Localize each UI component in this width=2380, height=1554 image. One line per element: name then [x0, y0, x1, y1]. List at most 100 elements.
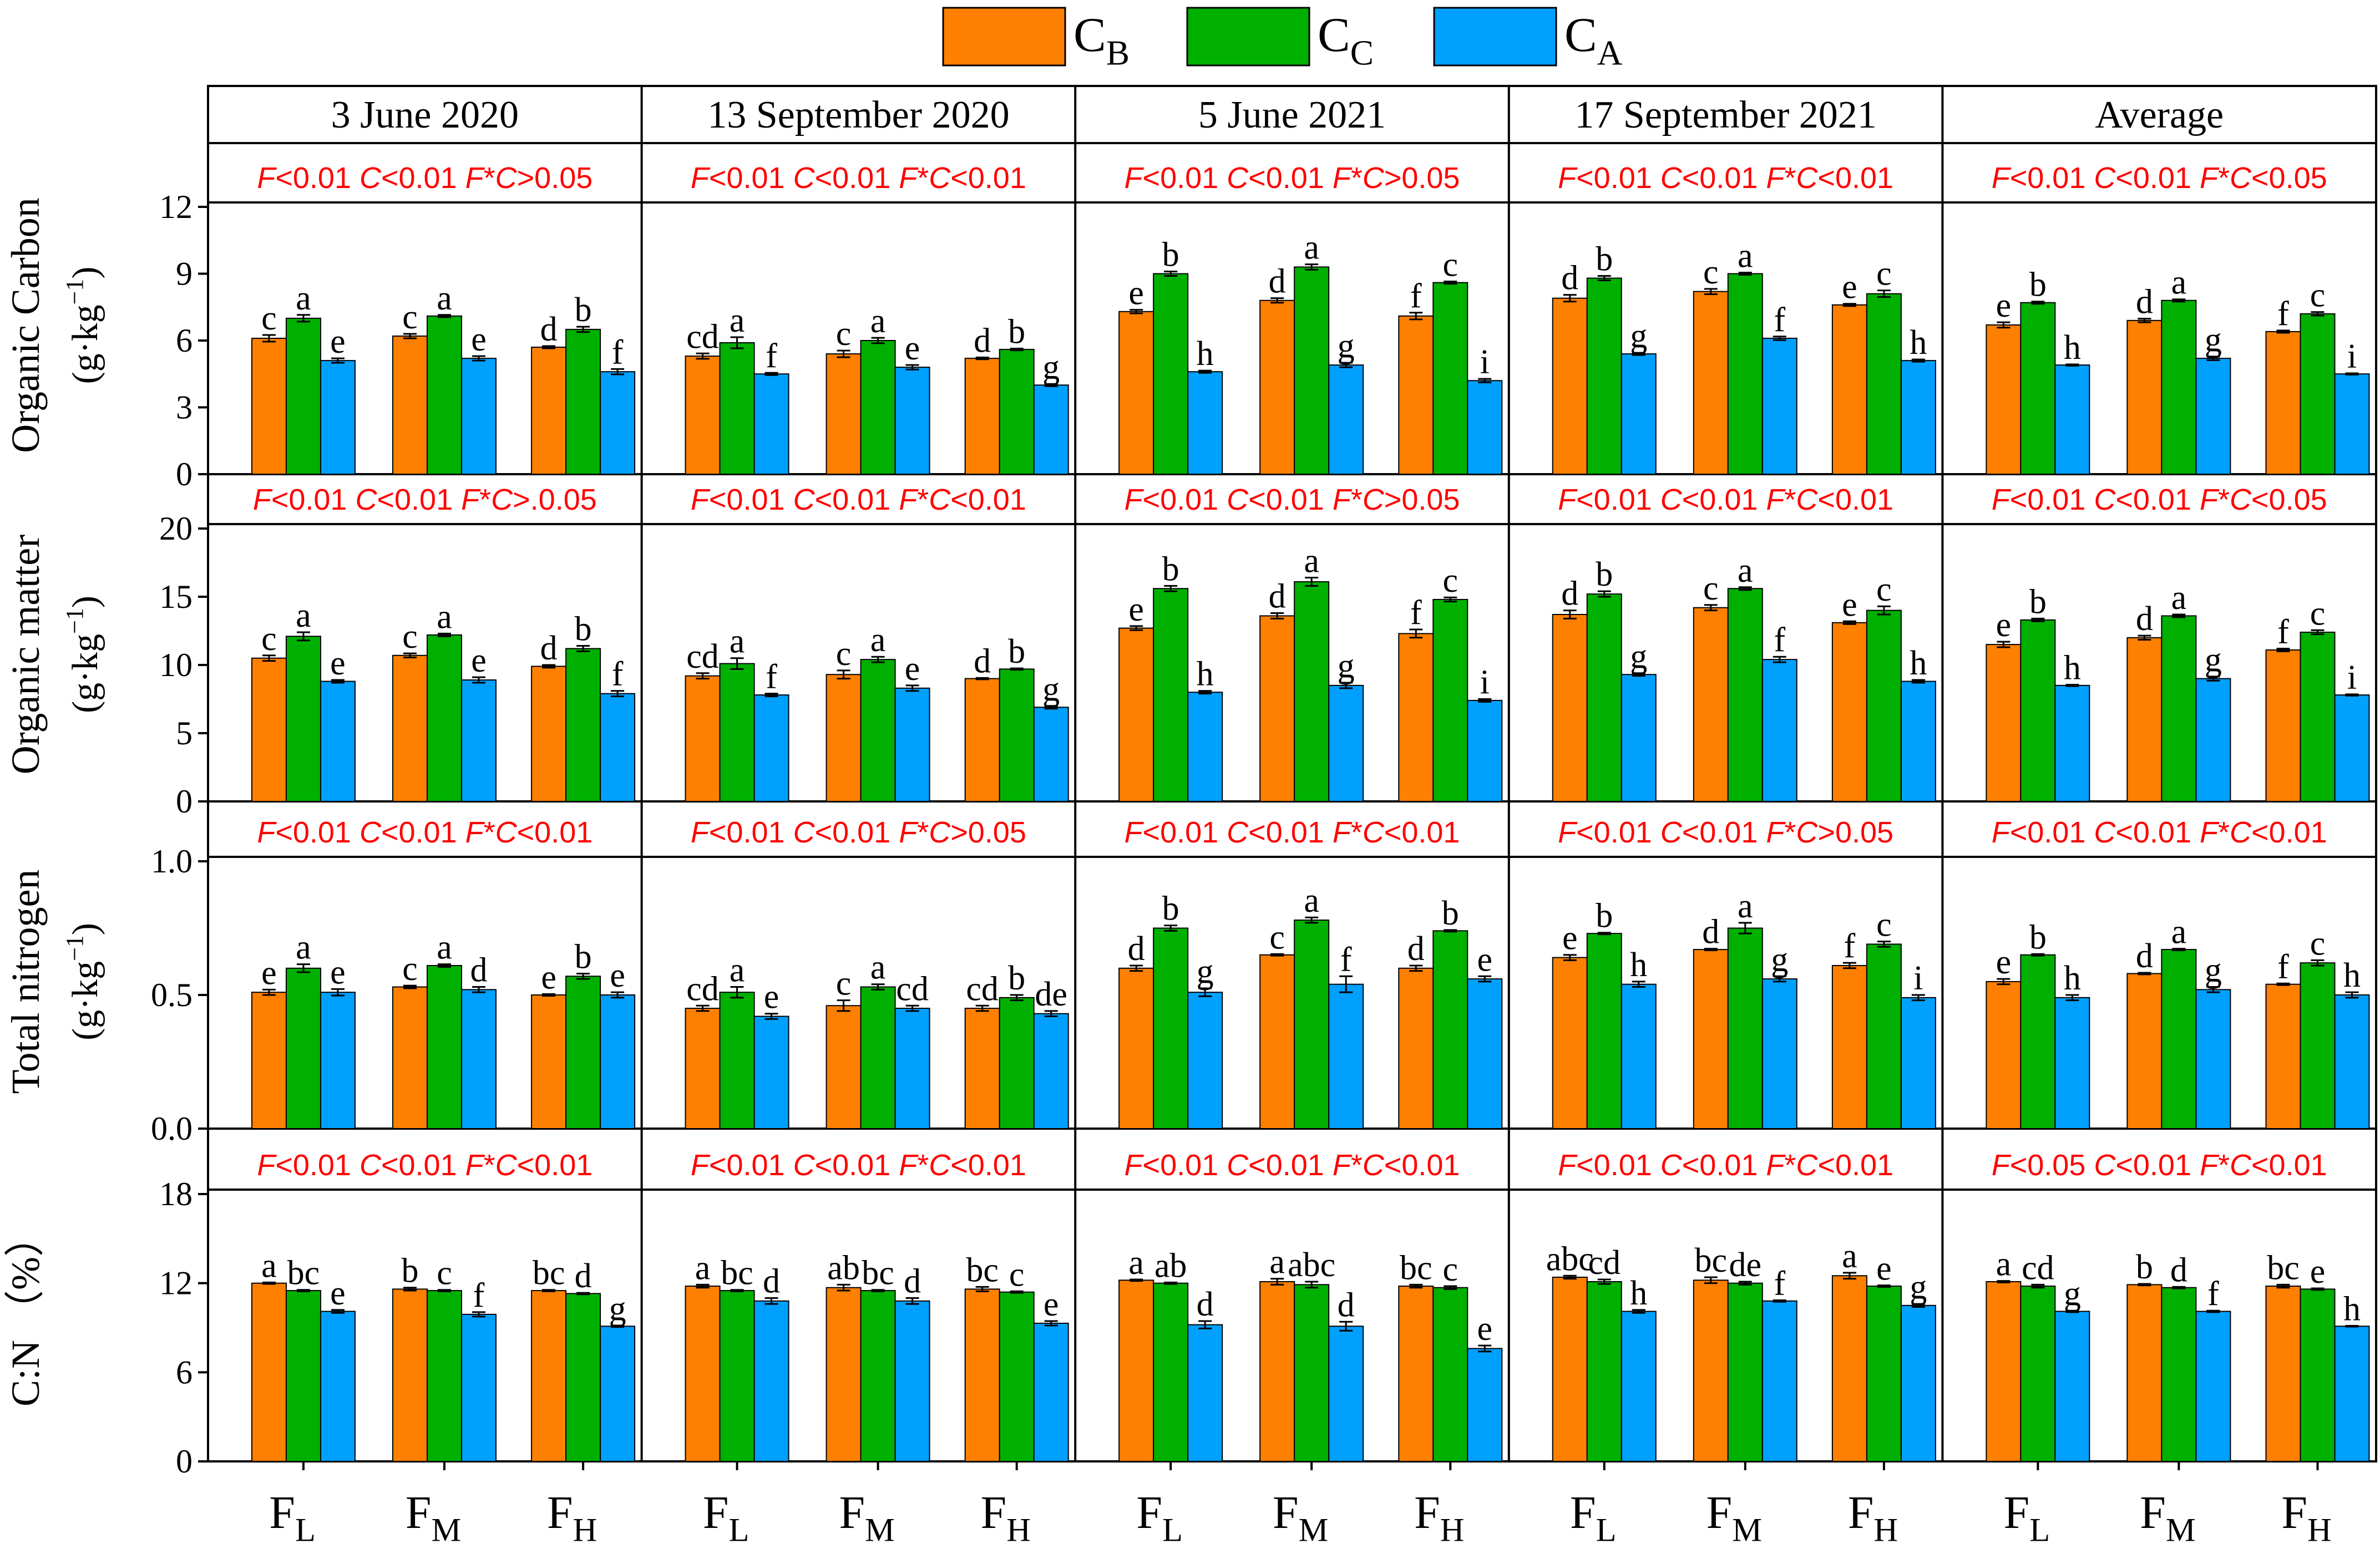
significance-label: c	[402, 950, 418, 988]
significance-label: b	[1442, 895, 1459, 932]
bar-CC	[1432, 598, 1468, 803]
bar-CB	[1831, 1275, 1867, 1462]
bar-CB	[531, 347, 567, 475]
significance-label: bc	[1695, 1242, 1728, 1279]
y-tick-label: 0	[176, 1443, 193, 1480]
significance-label: c	[1443, 1251, 1459, 1288]
significance-label: abc	[1288, 1246, 1335, 1284]
significance-label: ab	[827, 1249, 860, 1287]
y-axis-title: Organic Carbon	[3, 197, 48, 453]
significance-label: c	[1876, 906, 1892, 944]
bar-CA	[460, 679, 497, 803]
bar-CB	[2265, 649, 2301, 802]
y-axis-3: 0.0 0.5 1.0 Total nitrogen (g·kg−1)	[3, 843, 208, 1147]
bar-CB	[2126, 319, 2163, 475]
bar-CA	[894, 687, 930, 802]
bar-CB	[1831, 304, 1867, 475]
bar-CB	[1693, 1279, 1729, 1462]
bar-CB	[251, 657, 287, 802]
bar-CA	[2334, 1326, 2370, 1462]
bar-CC	[2300, 962, 2336, 1130]
significance-label: g	[1771, 941, 1788, 978]
bar-CB	[826, 674, 862, 802]
significance-label: a	[296, 929, 311, 967]
significance-label: b	[575, 611, 592, 648]
bar-CA	[2334, 994, 2370, 1129]
legend-item-CA: CA	[1433, 7, 1623, 73]
significance-label: g	[1042, 348, 1060, 386]
bar-CB	[251, 992, 287, 1130]
bar-CA	[1187, 371, 1223, 475]
bar-CC	[1432, 282, 1468, 475]
significance-label: h	[2064, 959, 2081, 997]
significance-label: c	[2310, 925, 2326, 962]
bar-CB	[964, 1288, 1000, 1462]
bar-CB	[1118, 627, 1154, 802]
significance-label: f	[2277, 295, 2289, 333]
significance-label: f	[612, 656, 624, 693]
bar-CB	[1259, 615, 1295, 802]
bar-CC	[860, 986, 896, 1130]
significance-label: d	[763, 1262, 780, 1300]
significance-label: d	[470, 952, 487, 989]
stats-text: F<0.01 C<0.01 F*C>0.05	[1558, 816, 1893, 849]
significance-label: h	[2343, 1291, 2361, 1328]
bar-CC	[1586, 1281, 1622, 1462]
bar-CA	[1621, 353, 1657, 475]
significance-label: e	[1842, 586, 1857, 623]
significance-label: a	[1738, 887, 1753, 925]
bar-CC	[1866, 610, 1902, 802]
bar-CA	[600, 693, 636, 803]
significance-label: a	[437, 598, 452, 636]
significance-label: a	[730, 302, 745, 339]
significance-label: a	[437, 929, 452, 967]
y-axis-4: 0 6 12 18 C:N （%）	[3, 1176, 208, 1480]
bar-CB	[1986, 644, 2022, 802]
bar-CB	[2126, 1284, 2163, 1462]
bar-CA	[1900, 360, 1936, 475]
bar-CA	[1761, 337, 1797, 475]
significance-label: cd	[896, 970, 929, 1008]
bar-CC	[2300, 1288, 2336, 1462]
significance-label: c	[2310, 277, 2326, 314]
bar-CA	[1900, 997, 1936, 1129]
y-axis-title: Organic matter	[3, 535, 48, 775]
column-header-5: Average	[2095, 94, 2224, 136]
bar-CC	[860, 1290, 896, 1462]
bar-CA	[1328, 1326, 1364, 1462]
significance-label: a	[730, 952, 745, 989]
significance-label: c	[1703, 570, 1719, 607]
bar-CC	[860, 659, 896, 803]
bar-CA	[1761, 978, 1797, 1129]
significance-label: bc	[2267, 1249, 2300, 1287]
significance-label: e	[1044, 1286, 1059, 1323]
bar-CA	[753, 1015, 789, 1130]
stats-text: F<0.01 C<0.01 F*C<0.01	[257, 816, 593, 849]
significance-label: d	[575, 1257, 592, 1295]
bar-CB	[1259, 299, 1295, 475]
bar-CB	[2126, 973, 2163, 1129]
bar-CA	[460, 358, 497, 475]
y-tick-label: 0	[176, 456, 193, 492]
y-tick-label: 0.0	[151, 1110, 193, 1147]
y-axes: 0 3 6 9 12 Organic Carbon (g·kg−1) 0 5 10 15 20 Orga…	[3, 189, 208, 1480]
bar-CB	[2265, 1286, 2301, 1462]
bar-CA	[1900, 680, 1936, 803]
significance-label: a	[296, 597, 311, 634]
significance-label: d	[2136, 937, 2153, 975]
bar-CC	[1586, 277, 1622, 475]
significance-label: f	[1340, 941, 1352, 978]
significance-label: e	[1996, 943, 2012, 981]
bar-CC	[1294, 1284, 1330, 1462]
significance-label: a	[870, 949, 886, 987]
bar-CA	[600, 371, 636, 475]
y-tick-label: 0	[176, 783, 193, 820]
bar-CB	[2265, 331, 2301, 475]
bar-CA	[1033, 384, 1069, 475]
bar-CB	[531, 994, 567, 1129]
legend-item-CB: CB	[942, 7, 1130, 73]
significance-label: b	[2136, 1248, 2153, 1286]
